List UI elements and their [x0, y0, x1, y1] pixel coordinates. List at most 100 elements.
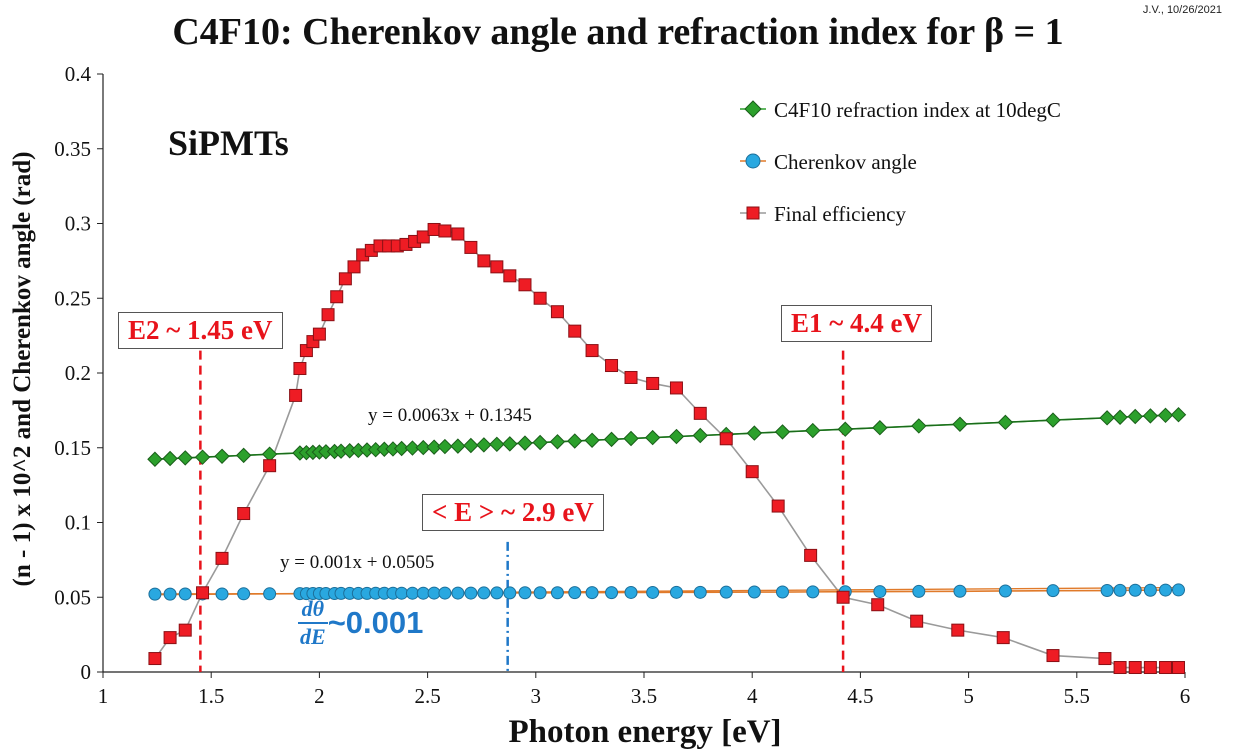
- efficiency-point: [148, 652, 162, 666]
- efficiency-point: [836, 590, 850, 604]
- refraction-point: [1157, 407, 1174, 424]
- angle-point: [998, 584, 1012, 598]
- efficiency-point: [585, 344, 599, 358]
- efficiency-point: [693, 406, 707, 420]
- legend-label-angle: Cherenkov angle: [774, 150, 917, 174]
- angle-point: [605, 586, 619, 600]
- angle-fit-equation: y = 0.001x + 0.0505: [280, 552, 435, 573]
- angle-point: [953, 584, 967, 598]
- efficiency-point: [951, 623, 965, 637]
- refraction-point: [837, 421, 853, 437]
- y-axis-label: (n - 1) x 10^2 and Cherenkov angle (rad): [9, 151, 36, 587]
- legend-label-refraction: C4F10 refraction index at 10degC: [774, 98, 1061, 122]
- angle-point: [178, 587, 192, 601]
- x-tick-label: 3: [531, 684, 542, 708]
- angle-point: [1128, 583, 1142, 597]
- x-tick-label: 2: [314, 684, 325, 708]
- derivative-fraction: dθ dE: [298, 596, 328, 650]
- refraction-point: [1112, 409, 1128, 425]
- efficiency-point: [1143, 661, 1157, 675]
- angle-point: [237, 587, 251, 601]
- refraction-point: [235, 447, 252, 464]
- angle-point: [873, 585, 887, 599]
- x-tick-label: 2.5: [414, 684, 440, 708]
- angle-point: [438, 586, 452, 600]
- efficiency-point: [477, 254, 491, 268]
- angle-point: [550, 586, 564, 600]
- refraction-fit-equation: y = 0.0063x + 0.1345: [368, 405, 532, 426]
- y-tick-label: 0.35: [54, 137, 91, 161]
- y-tick-label: 0.15: [54, 436, 91, 460]
- efficiency-point: [624, 370, 638, 384]
- efficiency-point: [1098, 652, 1112, 666]
- refraction-point: [532, 434, 548, 451]
- e1-annotation-box: E1 ~ 4.4 eV: [781, 305, 933, 342]
- efficiency-point: [719, 432, 733, 446]
- efficiency-point: [427, 222, 441, 236]
- y-tick-label: 0.05: [54, 585, 91, 609]
- efficiency-point: [490, 260, 504, 274]
- angle-point: [912, 584, 926, 598]
- angle-point: [806, 585, 820, 599]
- legend-diamond-icon: [740, 100, 766, 118]
- efficiency-point: [518, 278, 532, 292]
- x-tick-label: 4.5: [847, 684, 873, 708]
- y-tick-label: 0.25: [54, 286, 91, 310]
- efficiency-point: [804, 548, 818, 562]
- angle-point: [490, 586, 504, 600]
- refraction-point: [603, 431, 620, 448]
- refraction-point: [437, 438, 453, 455]
- x-tick-label: 1: [98, 684, 109, 708]
- y-tick-label: 0.1: [65, 511, 91, 535]
- author-credit: J.V., 10/26/2021: [1142, 4, 1222, 16]
- refraction-point: [463, 437, 479, 454]
- efficiency-point: [312, 327, 326, 341]
- efficiency-point: [438, 224, 452, 238]
- refraction-point: [476, 437, 492, 453]
- efficiency-point: [338, 272, 352, 286]
- refraction-point: [997, 414, 1014, 431]
- efficiency-point: [196, 586, 210, 600]
- angle-point: [163, 587, 177, 601]
- refraction-point: [623, 430, 639, 447]
- efficiency-point: [163, 631, 177, 645]
- refraction-point: [177, 450, 193, 466]
- refraction-point: [517, 435, 533, 451]
- refraction-point: [194, 449, 211, 465]
- refraction-point: [567, 433, 583, 449]
- angle-point: [669, 585, 683, 599]
- x-tick-label: 5: [963, 684, 974, 708]
- angle-point: [1100, 584, 1114, 598]
- efficiency-point: [321, 308, 335, 322]
- efficiency-point: [289, 388, 303, 402]
- angle-point: [503, 586, 517, 600]
- y-tick-label: 0.3: [65, 212, 91, 236]
- efficiency-point: [503, 269, 517, 283]
- x-tick-label: 1.5: [198, 684, 224, 708]
- efficiency-point: [910, 614, 924, 628]
- refraction-point: [426, 439, 442, 455]
- efficiency-point: [871, 598, 885, 612]
- x-tick-label: 3.5: [631, 684, 657, 708]
- mean-energy-annotation-box: < E > ~ 2.9 eV: [422, 494, 604, 531]
- efficiency-point: [605, 359, 619, 373]
- refraction-point: [644, 429, 661, 446]
- efficiency-point: [263, 459, 277, 473]
- efficiency-point: [550, 305, 564, 319]
- refraction-point: [549, 434, 566, 450]
- angle-point: [215, 587, 229, 601]
- angle-point: [451, 586, 465, 600]
- refraction-point: [1099, 410, 1115, 426]
- efficiency-point: [996, 631, 1010, 645]
- angle-point: [148, 587, 162, 601]
- efficiency-point: [771, 499, 785, 513]
- angle-point: [1046, 584, 1060, 598]
- angle-point: [533, 586, 547, 600]
- angle-point: [1113, 583, 1127, 597]
- sipm-label: SiPMTs: [168, 123, 289, 163]
- refraction-point: [214, 448, 230, 464]
- legend-label-efficiency: Final efficiency: [774, 202, 906, 226]
- refraction-point: [805, 422, 821, 439]
- derivative-annotation: dθ dE ~0.001: [298, 596, 423, 650]
- refraction-point: [1170, 407, 1187, 423]
